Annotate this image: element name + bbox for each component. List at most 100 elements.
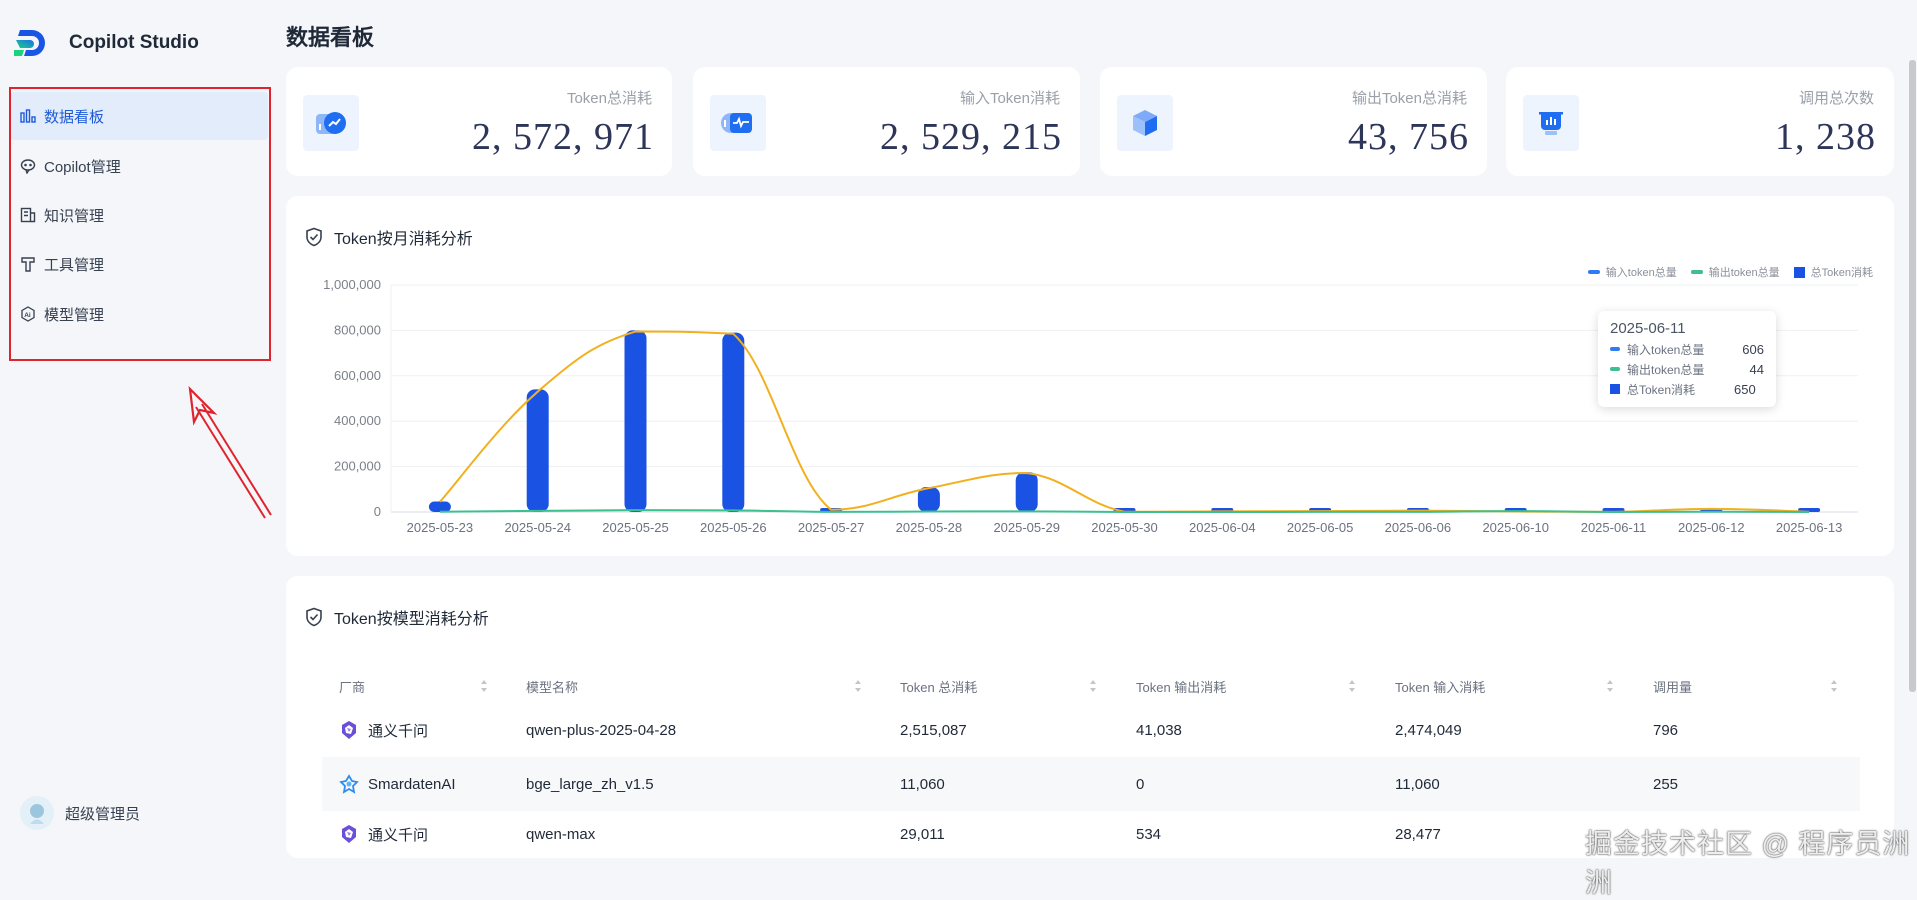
avatar [20, 796, 54, 830]
vendor-name: 通义千问 [368, 722, 429, 740]
user-name: 超级管理员 [65, 805, 141, 823]
sidebar-item-knowledge[interactable]: 知识管理 [10, 191, 268, 239]
bar-total-tokens[interactable] [917, 487, 940, 512]
table-section-title: Token按模型消耗分析 [304, 605, 489, 629]
y-tick-label: 800,000 [334, 322, 381, 337]
tooltip-line-marker [1610, 367, 1620, 371]
stat-label: 调用总次数 [1798, 90, 1874, 107]
output-cell: 534 [1136, 825, 1162, 843]
stat-card-input-tokens: 输入Token消耗 2, 529, 215 [693, 67, 1080, 176]
table-title: Token按模型消耗分析 [334, 611, 489, 628]
smardaten-logo-icon [339, 774, 359, 794]
x-tick-label: 2025-06-11 [1581, 520, 1647, 535]
x-tick-label: 2025-05-23 [407, 520, 474, 535]
pulse-coin-icon [710, 95, 766, 151]
column-header-vendor[interactable]: 厂商 [339, 679, 366, 695]
tooltip-series-name: 总Token消耗 [1627, 382, 1696, 397]
stat-value: 43, 756 [1348, 116, 1469, 158]
stat-value: 2, 572, 971 [472, 116, 654, 158]
sort-icon[interactable] [1348, 679, 1356, 693]
stat-card-output-tokens: 输出Token总消耗 43, 756 [1100, 67, 1487, 176]
shield-check-icon [306, 227, 322, 247]
tooltip-series-name: 输出token总量 [1627, 362, 1705, 377]
tooltip-row: 总Token消耗 650 [1610, 379, 1764, 399]
calls-cell: 255 [1653, 775, 1679, 793]
legend-item-total[interactable]: 总Token消耗 [1793, 264, 1873, 280]
legend-item-output[interactable]: 输出token总量 [1690, 264, 1780, 280]
tooltip-row: 输入token总量 606 [1610, 339, 1764, 359]
series-line [439, 509, 1810, 513]
y-tick-label: 600,000 [334, 368, 381, 383]
x-tick-label: 2025-05-25 [602, 520, 669, 535]
user-profile[interactable]: 超级管理员 [20, 796, 140, 830]
sidebar: Copilot Studio 数据看板 Copilot管理 知识管理 工具管理 … [0, 0, 272, 874]
bar-total-tokens[interactable] [1015, 472, 1038, 512]
x-tick-label: 2025-06-05 [1287, 520, 1354, 535]
token-chart: 0 200,000 400,000 600,000 800,000 1,000,000 2… [323, 277, 1858, 535]
document-icon [20, 207, 36, 223]
column-header-output[interactable]: Token 输出消耗 [1136, 679, 1227, 695]
page-title: 数据看板 [286, 25, 375, 50]
input-cell: 11,060 [1395, 775, 1440, 793]
vendor-name: SmardatenAI [368, 775, 456, 793]
x-tick-label: 2025-06-10 [1482, 520, 1549, 535]
y-tick-label: 200,000 [334, 459, 381, 474]
sidebar-item-models[interactable]: Ai 模型管理 [10, 290, 268, 338]
tooltip-series-name: 输入token总量 [1627, 342, 1705, 357]
column-header-calls[interactable]: 调用量 [1653, 679, 1693, 695]
tooltip-series-value: 606 [1742, 341, 1764, 357]
sidebar-item-tools[interactable]: 工具管理 [10, 240, 268, 288]
tongyi-logo-icon [342, 721, 356, 739]
tooltip-date: 2025-06-11 [1610, 320, 1686, 337]
page-scrollbar[interactable] [1909, 60, 1916, 692]
bar-total-tokens[interactable] [624, 330, 647, 512]
bar-total-tokens[interactable] [526, 389, 549, 512]
sort-icon[interactable] [1089, 679, 1097, 693]
tooltip-row: 输出token总量 44 [1610, 359, 1764, 379]
legend-line-marker [1587, 270, 1600, 274]
bar-total-tokens[interactable] [722, 332, 745, 512]
chart-title: Token按月消耗分析 [334, 231, 473, 248]
column-header-input[interactable]: Token 输入消耗 [1395, 679, 1486, 695]
chat-bubble-icon [20, 158, 36, 174]
tooltip-square-marker [1610, 384, 1620, 394]
column-header-model[interactable]: 模型名称 [526, 679, 579, 695]
sort-icon[interactable] [480, 679, 488, 693]
sidebar-item-label: Copilot管理 [44, 158, 121, 176]
table-row[interactable]: 通义千问 qwen-max 29,011 534 28,477 [322, 811, 1860, 857]
sidebar-item-copilot[interactable]: Copilot管理 [10, 142, 268, 190]
x-tick-label: 2025-05-24 [504, 520, 570, 535]
x-tick-label: 2025-05-29 [993, 520, 1059, 535]
bar-total-tokens[interactable] [428, 501, 451, 512]
y-tick-label: 0 [374, 504, 381, 519]
ai-hexagon-icon: Ai [20, 306, 36, 322]
table-row[interactable]: 通义千问 qwen-plus-2025-04-28 2,515,087 41,0… [322, 703, 1860, 757]
column-header-total[interactable]: Token 总消耗 [900, 679, 978, 695]
sidebar-item-label: 知识管理 [44, 207, 105, 225]
stat-value: 2, 529, 215 [880, 116, 1062, 158]
total-cell: 11,060 [900, 775, 945, 793]
sort-icon[interactable] [854, 679, 862, 693]
legend-item-input[interactable]: 输入token总量 [1587, 264, 1677, 280]
x-tick-label: 2025-05-30 [1091, 520, 1158, 535]
legend-label: 输出token总量 [1708, 267, 1780, 279]
bucket-chart-icon [1523, 95, 1579, 151]
vendor-cell: 通义千问 [339, 824, 428, 845]
chart-legend: 输入token总量 输出token总量 总Token消耗 [1574, 264, 1873, 280]
sort-icon[interactable] [1606, 679, 1614, 693]
legend-label: 输入token总量 [1605, 267, 1677, 279]
chart-section-title: Token按月消耗分析 [304, 225, 473, 249]
sidebar-item-label: 模型管理 [44, 306, 105, 324]
legend-label: 总Token消耗 [1810, 267, 1873, 279]
copilot-studio-logo [14, 30, 45, 56]
stat-card-total-calls: 调用总次数 1, 238 [1506, 67, 1894, 176]
sort-icon[interactable] [1830, 679, 1838, 693]
tooltip-line-marker [1610, 347, 1620, 351]
sidebar-item-dashboard[interactable]: 数据看板 [10, 92, 268, 140]
sidebar-item-label: 工具管理 [44, 256, 105, 274]
tongyi-logo-icon [342, 825, 356, 843]
total-cell: 2,515,087 [900, 721, 967, 739]
total-cell: 29,011 [900, 825, 945, 843]
input-cell: 28,477 [1395, 825, 1441, 843]
table-row[interactable]: SmardatenAI bge_large_zh_v1.5 11,060 0 1… [322, 757, 1860, 811]
